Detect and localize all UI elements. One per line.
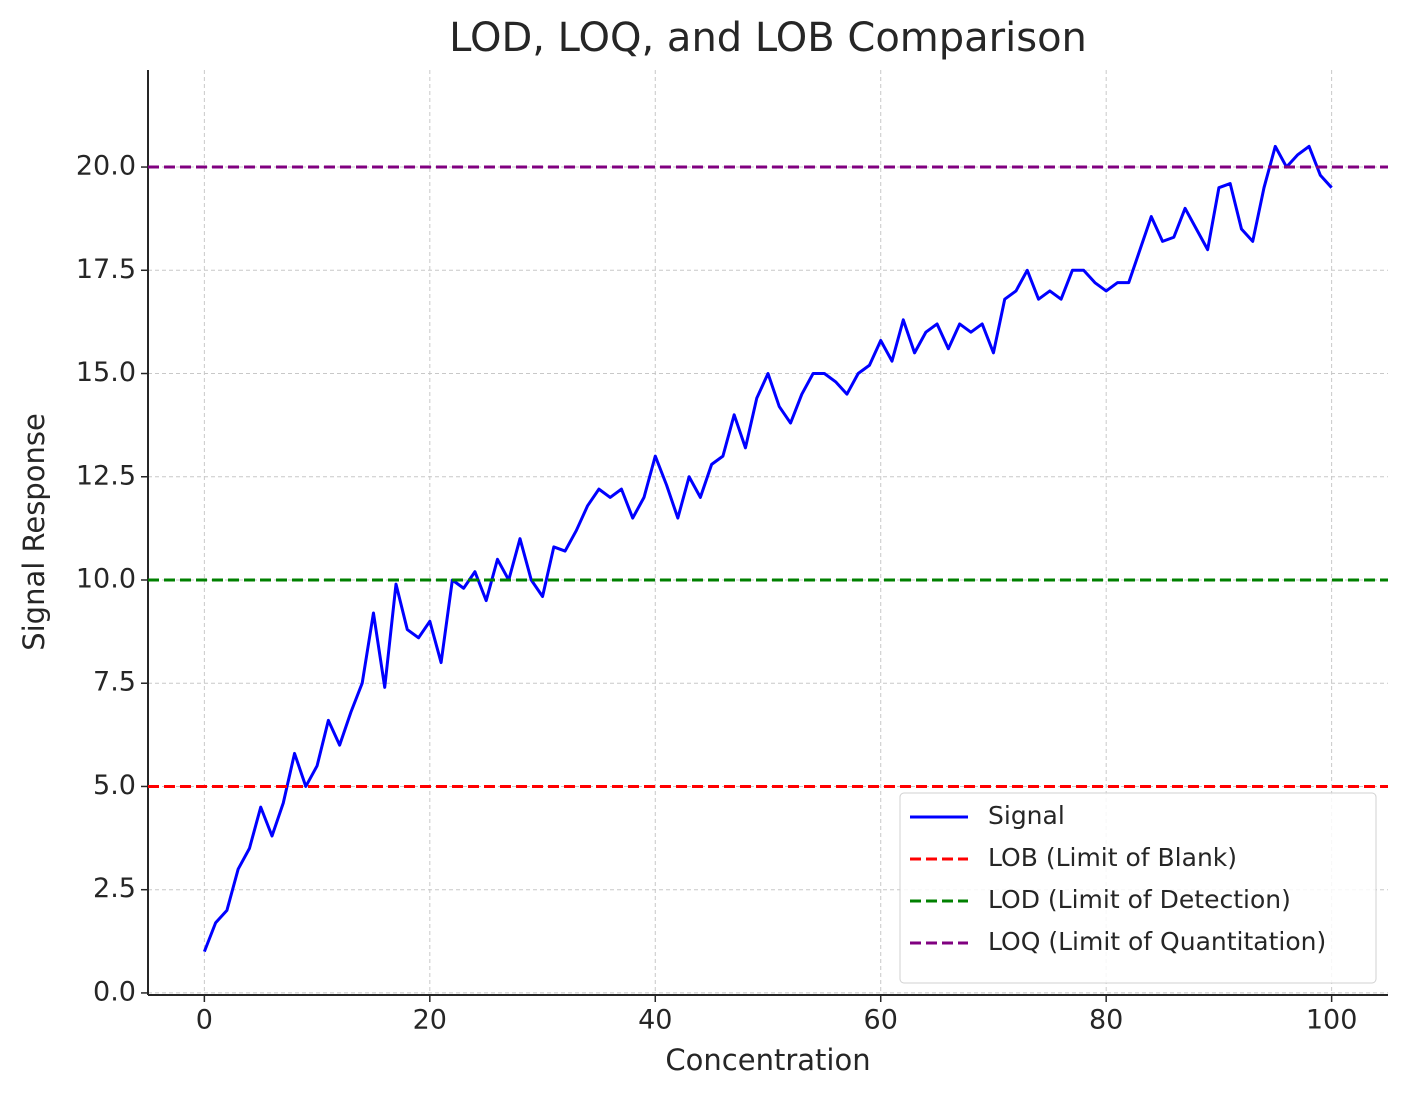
x-tick-label: 100 <box>1306 1005 1358 1036</box>
x-tick-label: 60 <box>864 1005 898 1036</box>
y-tick-label: 12.5 <box>76 460 136 491</box>
legend-label: LOD (Limit of Detection) <box>988 885 1291 914</box>
chart-title: LOD, LOQ, and LOB Comparison <box>449 15 1087 61</box>
legend-box <box>899 792 1377 984</box>
y-tick-label: 15.0 <box>76 357 136 388</box>
legend-label: LOB (Limit of Blank) <box>988 843 1237 872</box>
x-tick-label: 40 <box>638 1005 672 1036</box>
signal-line <box>202 144 1333 953</box>
x-axis-title: Concentration <box>665 1043 870 1077</box>
y-axis-title: Signal Response <box>17 413 51 651</box>
x-tick-label: 0 <box>196 1005 213 1036</box>
y-tick-label: 7.5 <box>93 667 136 698</box>
y-tick-label: 10.0 <box>76 563 136 594</box>
y-tick-label: 20.0 <box>76 151 136 182</box>
y-tick-label: 0.0 <box>93 976 136 1007</box>
x-tick-label: 20 <box>413 1005 447 1036</box>
y-tick-label: 2.5 <box>93 873 136 904</box>
legend-label: Signal <box>988 801 1065 830</box>
y-tick-label: 17.5 <box>76 254 136 285</box>
legend: Signal LOB (Limit of Blank) LOD (Limit of … <box>899 792 1377 984</box>
y-tick-label: 5.0 <box>93 770 136 801</box>
x-tick-label: 80 <box>1089 1005 1123 1036</box>
legend-label: LOQ (Limit of Quantitation) <box>988 927 1326 956</box>
